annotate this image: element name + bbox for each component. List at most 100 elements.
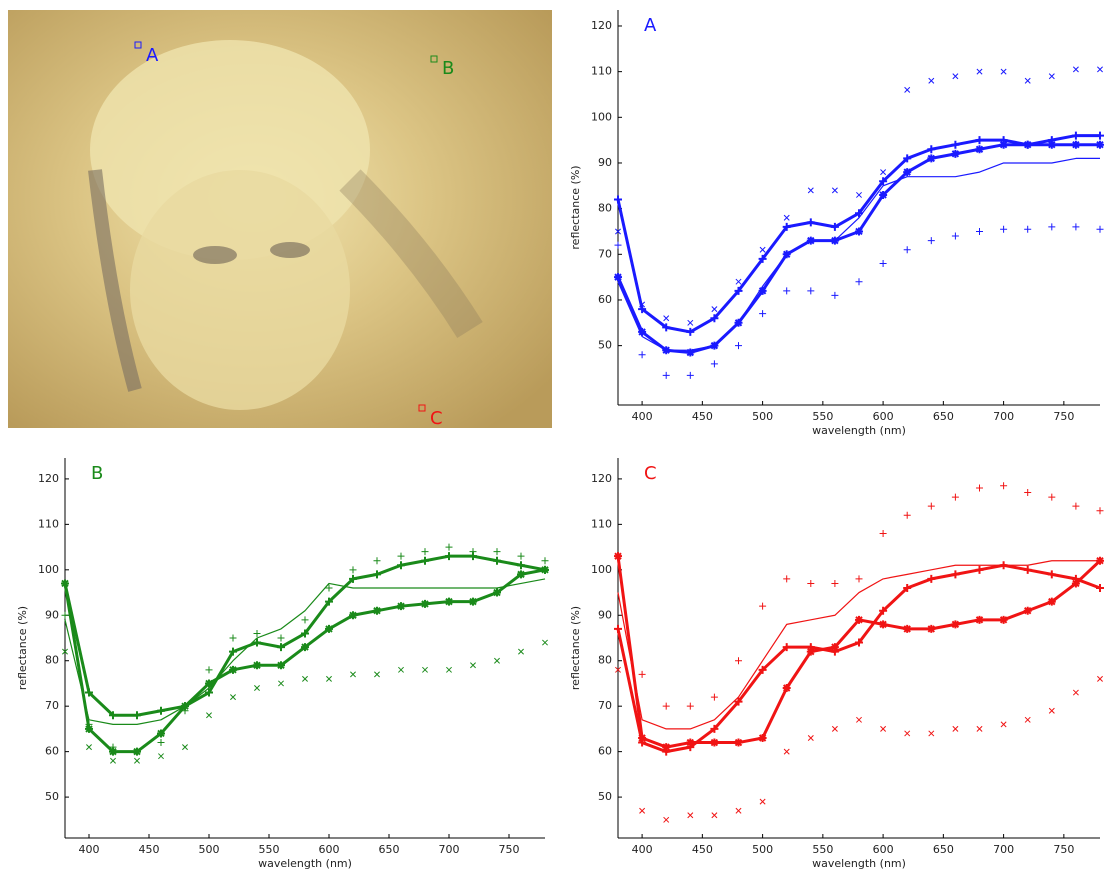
data-point bbox=[880, 169, 887, 176]
data-point bbox=[951, 570, 960, 579]
x-tick-label: 450 bbox=[139, 843, 160, 856]
data-point bbox=[687, 319, 694, 326]
data-point bbox=[517, 570, 525, 579]
data-point bbox=[205, 679, 213, 688]
data-point bbox=[229, 665, 237, 674]
y-tick-label: 50 bbox=[598, 339, 612, 352]
data-point bbox=[373, 606, 381, 615]
data-point bbox=[999, 140, 1008, 149]
data-point bbox=[325, 584, 333, 592]
y-axis-label: reflectance (%) bbox=[16, 606, 29, 690]
y-tick-label: 110 bbox=[591, 517, 612, 530]
data-point bbox=[1096, 225, 1104, 233]
data-point bbox=[134, 757, 140, 764]
data-point bbox=[831, 579, 839, 587]
data-point bbox=[687, 812, 694, 819]
x-tick-label: 650 bbox=[379, 843, 400, 856]
data-point bbox=[325, 624, 333, 633]
photo: A B C bbox=[8, 10, 552, 429]
data-point bbox=[662, 371, 670, 379]
photo-shadow bbox=[88, 169, 142, 392]
data-point bbox=[1000, 482, 1008, 490]
x-axis-label: wavelength (nm) bbox=[812, 857, 906, 870]
data-point bbox=[735, 807, 742, 814]
data-point bbox=[855, 209, 863, 218]
data-point bbox=[277, 661, 285, 670]
data-point bbox=[927, 145, 936, 154]
data-point bbox=[830, 222, 839, 231]
data-point bbox=[445, 552, 453, 561]
y-axis-label: reflectance (%) bbox=[569, 606, 582, 690]
data-point bbox=[397, 552, 405, 560]
y-tick-label: 100 bbox=[38, 563, 59, 576]
data-point bbox=[517, 561, 525, 570]
x-tick-label: 600 bbox=[873, 843, 894, 856]
x-tick-label: 600 bbox=[873, 410, 894, 423]
data-point bbox=[230, 694, 236, 701]
data-point bbox=[1072, 502, 1080, 510]
data-point bbox=[614, 273, 622, 282]
data-point bbox=[109, 743, 117, 751]
data-point bbox=[807, 579, 815, 587]
y-tick-label: 120 bbox=[591, 472, 612, 485]
data-point bbox=[927, 502, 935, 510]
chart: 50 60 70 80 90 100 110 120 400 450 500 550 600 650 700… bbox=[16, 458, 549, 870]
data-point bbox=[1023, 565, 1032, 574]
series-line bbox=[617, 157, 1100, 351]
photo-face bbox=[130, 170, 350, 410]
data-point bbox=[421, 556, 429, 565]
y-tick-label: 70 bbox=[45, 699, 59, 712]
data-point bbox=[157, 739, 165, 747]
data-point bbox=[856, 191, 862, 198]
data-point bbox=[807, 287, 815, 295]
data-point bbox=[782, 684, 791, 692]
data-point bbox=[1048, 493, 1056, 501]
x-tick-label: 500 bbox=[199, 843, 220, 856]
series-line bbox=[617, 560, 1100, 730]
data-point bbox=[903, 584, 912, 592]
data-point bbox=[373, 570, 381, 579]
y-tick-label: 70 bbox=[598, 247, 612, 260]
x-tick-label: 500 bbox=[752, 410, 773, 423]
data-point bbox=[110, 757, 116, 764]
data-point bbox=[952, 725, 959, 732]
data-point bbox=[229, 647, 237, 656]
data-point bbox=[1072, 689, 1079, 696]
region-marker bbox=[418, 404, 426, 412]
data-point bbox=[639, 807, 646, 814]
data-point bbox=[445, 597, 453, 606]
data-point bbox=[1048, 707, 1055, 714]
y-tick-label: 100 bbox=[591, 110, 612, 123]
data-point bbox=[879, 606, 888, 615]
photo-eye bbox=[193, 246, 237, 264]
x-tick-label: 750 bbox=[1053, 843, 1074, 856]
data-point bbox=[758, 254, 767, 263]
data-point bbox=[1097, 675, 1103, 682]
data-point bbox=[734, 286, 743, 295]
data-point bbox=[1024, 716, 1031, 723]
data-point bbox=[879, 177, 888, 186]
y-tick-label: 120 bbox=[591, 19, 612, 32]
data-point bbox=[735, 278, 742, 285]
data-point bbox=[421, 599, 429, 608]
data-point bbox=[133, 711, 141, 720]
x-tick-label: 700 bbox=[993, 410, 1014, 423]
x-tick-label: 500 bbox=[752, 843, 773, 856]
data-point bbox=[927, 574, 936, 583]
data-point bbox=[541, 557, 549, 565]
data-point bbox=[783, 748, 790, 755]
data-point bbox=[686, 348, 695, 357]
data-point bbox=[85, 688, 93, 697]
data-point bbox=[1071, 574, 1080, 583]
data-point bbox=[662, 743, 671, 752]
x-tick-label: 400 bbox=[79, 843, 100, 856]
data-point bbox=[686, 371, 694, 379]
data-point bbox=[903, 624, 912, 633]
data-point bbox=[782, 643, 791, 652]
data-point bbox=[710, 314, 719, 323]
x-tick-label: 600 bbox=[319, 843, 340, 856]
data-point bbox=[759, 246, 766, 253]
x-tick-label: 550 bbox=[812, 843, 833, 856]
x-tick-label: 750 bbox=[1053, 410, 1074, 423]
data-point bbox=[999, 615, 1008, 624]
